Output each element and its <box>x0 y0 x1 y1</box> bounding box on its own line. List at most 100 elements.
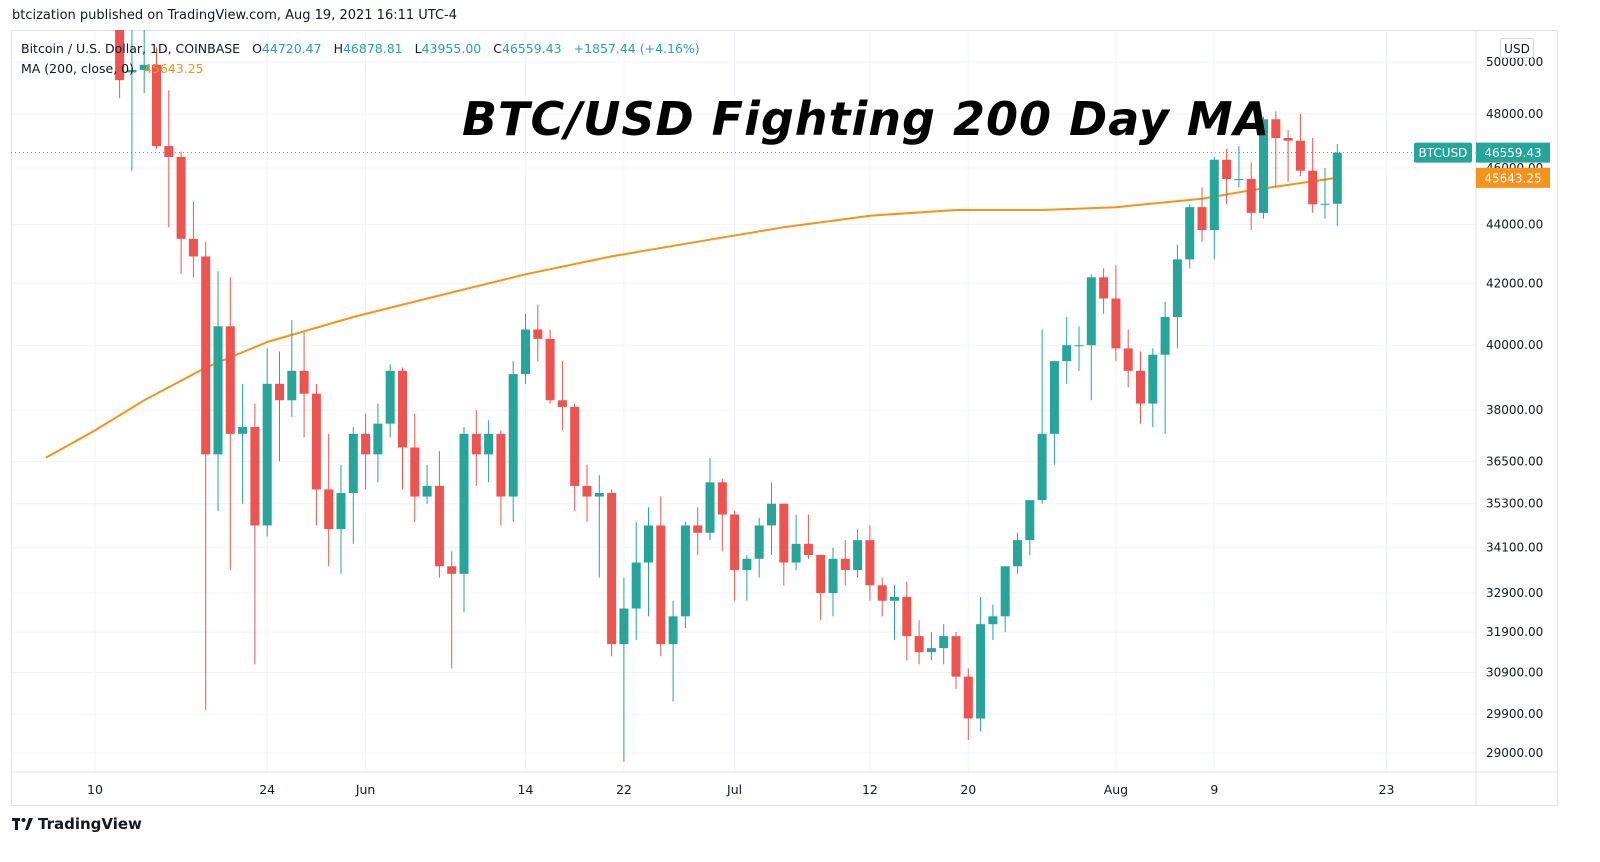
x-tick-label: 14 <box>518 782 534 797</box>
candle <box>471 410 481 486</box>
candle <box>1049 361 1059 465</box>
candle-body <box>1099 277 1109 299</box>
candle-body <box>840 558 850 571</box>
candle <box>570 403 580 511</box>
candle-body <box>545 338 555 401</box>
candle <box>201 241 211 711</box>
candle <box>434 450 444 578</box>
candle-body <box>459 433 469 574</box>
y-tick-label: 30900.00 <box>1486 666 1543 680</box>
candle-body <box>508 374 518 497</box>
candle <box>877 577 887 617</box>
ma-price-tag-label: 45643.25 <box>1484 171 1541 185</box>
symbol-tag-label: BTCUSD <box>1419 146 1468 160</box>
candle <box>803 514 813 559</box>
candle <box>1332 143 1342 226</box>
candle <box>238 383 248 504</box>
candle <box>1185 204 1195 269</box>
candle <box>730 510 740 601</box>
candle <box>262 348 272 537</box>
candle <box>1000 566 1010 633</box>
y-tick-label: 36500.00 <box>1486 454 1543 468</box>
candle-body <box>594 492 604 497</box>
candle-body <box>631 562 641 609</box>
y-tick-label: 42000.00 <box>1486 276 1543 290</box>
candle-body <box>521 329 530 375</box>
candle-body <box>779 503 789 563</box>
candle-body <box>656 525 666 645</box>
candle <box>1271 111 1281 188</box>
candles-layer <box>115 30 1342 762</box>
candle <box>705 457 715 541</box>
candle-body <box>1246 179 1256 213</box>
candle-body <box>730 514 740 571</box>
last-price-tag-bg <box>1476 142 1550 163</box>
x-tick-label: 12 <box>862 782 878 797</box>
currency-button[interactable]: USD <box>1500 38 1534 58</box>
candle <box>1074 326 1084 371</box>
candle <box>619 577 629 762</box>
symbol-name: Bitcoin / U.S. Dollar, 1D, COINBASE <box>21 41 241 56</box>
y-tick-label: 48000.00 <box>1486 107 1543 121</box>
candle-body <box>619 608 629 645</box>
candle <box>853 529 863 578</box>
candle-body <box>115 30 125 81</box>
ma-200-line <box>45 176 1338 459</box>
candle-body <box>434 485 444 567</box>
candle <box>865 525 875 601</box>
x-tick-label: 24 <box>259 782 275 797</box>
candle <box>816 555 826 621</box>
candle-body <box>1172 259 1182 317</box>
candle <box>791 514 801 571</box>
candle-body <box>963 676 973 719</box>
candle-body <box>262 383 272 526</box>
candle-body <box>1086 277 1096 346</box>
candle-body <box>582 485 592 497</box>
candle-body <box>1271 119 1281 139</box>
candle <box>594 475 604 578</box>
candle-body <box>299 370 309 394</box>
change-value: +1857.44 (+4.16%) <box>573 41 700 56</box>
candle-body <box>1148 354 1158 404</box>
candle <box>127 30 137 171</box>
candle <box>1013 532 1022 574</box>
candle-body <box>164 146 174 157</box>
candle-body <box>1234 179 1244 181</box>
candle <box>299 332 309 438</box>
tradingview-brand[interactable]: TradingView <box>12 815 142 833</box>
candle-body <box>1025 500 1035 541</box>
high-label: H <box>333 41 343 56</box>
y-tick-label: 31900.00 <box>1486 625 1543 639</box>
candle-body <box>644 525 653 563</box>
candle <box>939 624 949 665</box>
low-value: 43955.00 <box>421 41 482 56</box>
candle-body <box>311 393 321 490</box>
candle-body <box>152 64 161 147</box>
candle <box>1123 329 1133 388</box>
candle <box>373 403 383 483</box>
y-tick-label: 29000.00 <box>1486 746 1543 760</box>
candle-body <box>1197 207 1207 231</box>
candle <box>754 518 764 578</box>
x-tick-label: 23 <box>1379 782 1395 797</box>
candle <box>139 30 149 94</box>
close-label: C <box>493 41 502 56</box>
candle <box>447 551 457 669</box>
y-tick-label: 32900.00 <box>1486 586 1543 600</box>
candle-body <box>127 69 137 73</box>
candle <box>890 585 899 641</box>
chart-annotation: BTC/USD Fighting 200 Day MA <box>462 92 1271 146</box>
candle <box>902 581 912 661</box>
candle <box>742 555 752 601</box>
candle-body <box>422 485 432 497</box>
candle-body <box>385 370 395 424</box>
candle <box>644 507 653 617</box>
candle <box>484 420 494 483</box>
candle-body <box>275 383 284 401</box>
candle-body <box>767 503 776 526</box>
candle-body <box>1136 370 1145 404</box>
candle <box>631 521 641 641</box>
candle <box>693 507 703 556</box>
candle <box>361 413 371 490</box>
